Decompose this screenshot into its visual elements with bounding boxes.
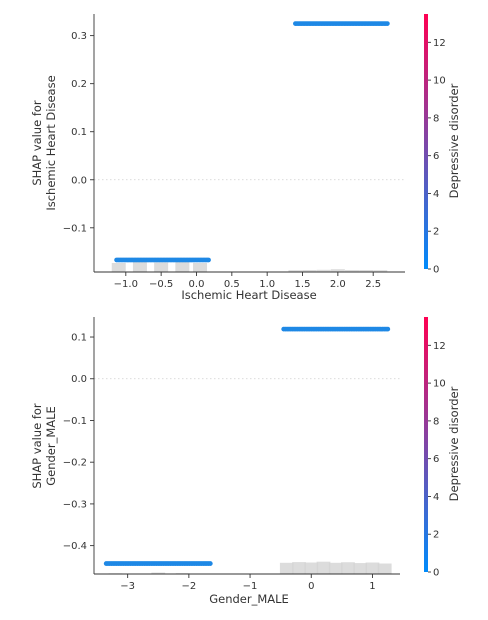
colorbar-tick-label: 8 (433, 113, 439, 124)
histogram-bar (366, 563, 380, 574)
x-tick-label: −2 (181, 581, 196, 592)
colorbar-tick-label: 12 (433, 341, 446, 352)
x-axis-label: Ischemic Heart Disease (181, 288, 316, 302)
colorbar-tick-label: 10 (433, 379, 446, 390)
colorbar-tick-label: 4 (433, 492, 439, 503)
histogram-bar (112, 263, 126, 272)
x-ticks: −3 −2 −1 0 1 (120, 574, 375, 592)
histogram-bar (154, 263, 168, 273)
points-layer (104, 327, 390, 566)
y-tick-label: −0.1 (63, 223, 87, 234)
colorbar (424, 317, 428, 572)
x-tick-label: 2.0 (330, 279, 346, 290)
y-tick-label: 0.2 (71, 79, 87, 90)
x-tick-label: −1 (243, 581, 258, 592)
colorbar-tick-label: 12 (433, 38, 446, 49)
y-tick-label: 0.3 (71, 31, 87, 42)
y-tick-label: 0.0 (71, 175, 87, 186)
histogram-bar (378, 564, 392, 575)
histogram-bar (280, 563, 294, 574)
colorbar-ticks: 0 2 4 6 8 10 12 (428, 341, 446, 579)
y-ticks: −0.1 0.0 0.1 0.2 0.3 (63, 31, 94, 234)
y-axis-label-line-2: Gender_MALE (44, 406, 58, 486)
colorbar-tick-label: 6 (433, 454, 439, 465)
histogram-bar (133, 262, 147, 272)
y-tick-label: −0.2 (63, 458, 87, 469)
colorbar-tick-label: 4 (433, 189, 439, 200)
histogram-bar (329, 563, 343, 574)
histogram-bar (317, 562, 331, 574)
x-tick-label: 1 (369, 581, 375, 592)
colorbar-tick-label: 0 (433, 568, 439, 579)
y-axis-label-line-2: Ischemic Heart Disease (44, 75, 58, 210)
x-tick-label: −1.0 (114, 279, 138, 290)
data-point (385, 327, 390, 332)
y-tick-label: −0.3 (63, 499, 87, 510)
x-tick-label: −3 (120, 581, 135, 592)
colorbar-tick-label: 6 (433, 151, 439, 162)
colorbar (424, 14, 428, 269)
points-layer (114, 21, 390, 262)
histogram-bar (353, 563, 367, 574)
y-ticks: −0.4 −0.3 −0.2 −0.1 0.0 0.1 (63, 333, 94, 553)
histogram-bar (304, 563, 318, 574)
x-tick-label: 2.5 (365, 279, 381, 290)
data-point (385, 21, 390, 26)
y-axis-label-line-1: SHAP value for (30, 100, 44, 186)
colorbar-label: Depressive disorder (447, 386, 461, 501)
chart-panel-ischemic-heart-disease: −1.0 −0.5 0.0 0.5 1.0 1.5 2.0 2.5 −0.10.00.10.2… (30, 14, 461, 302)
colorbar-tick-label: 8 (433, 416, 439, 427)
y-tick-label: −0.4 (63, 541, 87, 552)
x-tick-label: 0 (308, 581, 314, 592)
x-axis-label: Gender_MALE (209, 592, 289, 606)
colorbar-ticks: 0 2 4 6 8 10 12 (428, 38, 446, 276)
y-axis-label-line-1: SHAP value for (30, 403, 44, 489)
colorbar-tick-label: 10 (433, 76, 446, 87)
y-tick-label: 0.1 (71, 127, 87, 138)
colorbar-tick-label: 2 (433, 530, 439, 541)
histogram-bar (341, 562, 355, 574)
y-tick-label: 0.0 (71, 374, 87, 385)
data-point (208, 561, 213, 566)
x-tick-label: −0.5 (149, 279, 173, 290)
histogram-bar (175, 262, 189, 272)
y-tick-label: 0.1 (71, 333, 87, 344)
colorbar-tick-label: 2 (433, 227, 439, 238)
data-point (206, 258, 211, 263)
colorbar-label: Depressive disorder (447, 83, 461, 198)
histogram-layer (112, 262, 388, 272)
colorbar-tick-label: 0 (433, 265, 439, 276)
histogram-bar (292, 562, 306, 574)
y-tick-label: −0.1 (63, 416, 87, 427)
histogram-bar (193, 263, 207, 272)
chart-panel-gender-male: −3 −2 −1 0 1 −0.4 −0.3 −0.2 −0.1 0.0 0.1 Gender_M… (30, 317, 461, 606)
